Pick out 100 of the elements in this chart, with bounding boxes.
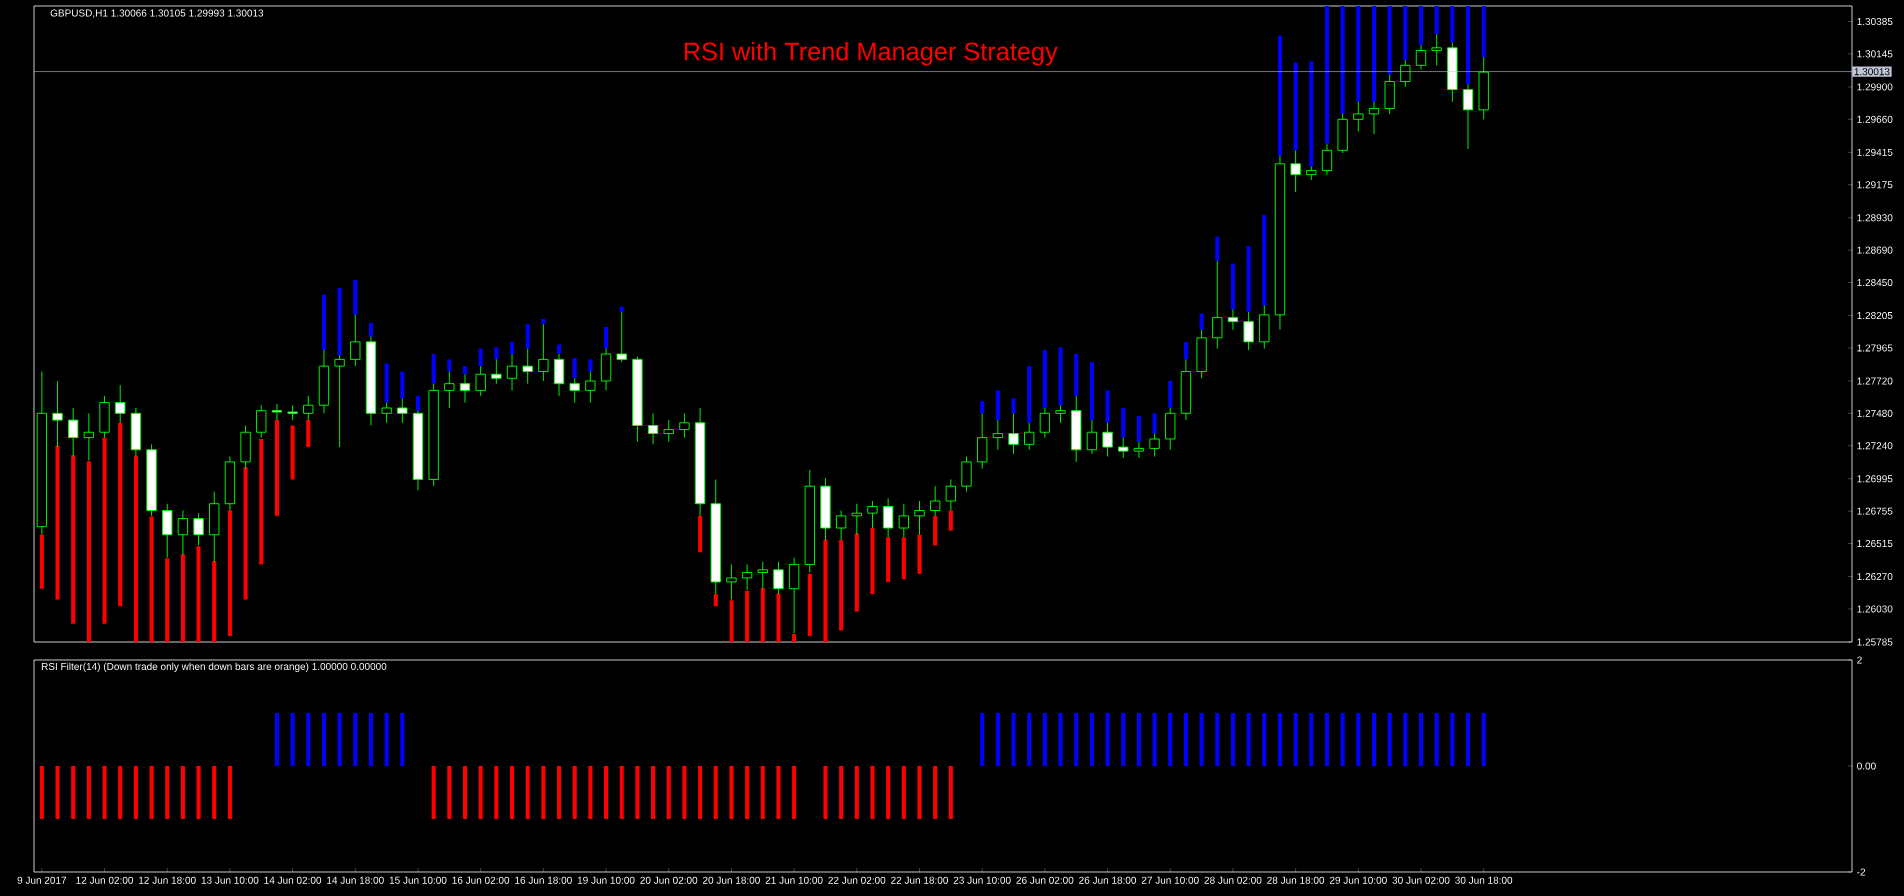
bar	[1356, 6, 1361, 102]
bar	[1262, 215, 1267, 306]
candlestick	[867, 500, 878, 529]
bar	[525, 324, 530, 349]
ref-line-label: 1.30013	[1854, 68, 1890, 76]
x-tick-label: 27 Jun 10:00	[1141, 876, 1199, 884]
x-tick-label: 23 Jun 10:00	[953, 876, 1011, 884]
bar	[478, 348, 483, 367]
candlestick	[898, 503, 909, 538]
candlestick	[726, 563, 737, 600]
bar	[839, 540, 844, 631]
bar	[86, 461, 91, 642]
bar	[212, 561, 217, 642]
bar	[133, 455, 138, 642]
y-tick-label: 1.27480	[1857, 409, 1893, 417]
bar	[948, 510, 953, 531]
x-tick-label: 28 Jun 02:00	[1204, 876, 1262, 884]
bar	[1074, 354, 1079, 396]
annotation: GBPUSD,H1 1.30066 1.30105 1.29993 1.30013	[50, 9, 264, 18]
bar	[807, 573, 812, 636]
candlestick	[256, 404, 267, 439]
bar	[980, 401, 985, 414]
bar	[870, 528, 875, 595]
chart-title: RSI Filter(14) (Down trade only when down bars are orange) 1.00000 0.00000	[41, 662, 387, 672]
bar	[55, 445, 60, 600]
x-tick-label: 28 Jun 18:00	[1267, 876, 1325, 884]
bar	[509, 341, 515, 354]
bar	[1230, 263, 1235, 310]
bar	[1168, 380, 1173, 408]
bar	[1215, 236, 1220, 261]
candlestick	[193, 512, 204, 547]
x-tick-label: 14 Jun 02:00	[264, 876, 322, 884]
x-tick-label: 12 Jun 18:00	[139, 876, 196, 884]
bar	[384, 363, 389, 403]
candlestick	[68, 407, 79, 457]
candlestick	[585, 371, 596, 404]
bar	[1136, 416, 1141, 442]
bar	[1089, 362, 1094, 421]
bar	[588, 359, 593, 372]
x-tick-label: 16 Jun 02:00	[452, 876, 510, 884]
bar	[321, 294, 326, 350]
y-tick-label: 0.00	[1857, 762, 1876, 770]
candlestick	[115, 384, 126, 424]
bar	[1042, 349, 1047, 408]
candlestick	[647, 412, 659, 445]
x-tick-label: 21 Jun 10:00	[765, 876, 823, 884]
bar	[541, 318, 546, 325]
candlestick	[1353, 101, 1364, 132]
bar	[1466, 6, 1471, 85]
y-tick-label: 1.25785	[1857, 638, 1893, 646]
bar	[1121, 407, 1126, 438]
bar	[792, 633, 797, 642]
bar	[745, 590, 750, 642]
candlestick	[1039, 407, 1051, 439]
candlestick	[381, 402, 392, 424]
y-tick-label: 1.28690	[1857, 246, 1893, 254]
x-tick-label: 16 Jun 18:00	[515, 876, 572, 884]
bar	[400, 371, 405, 399]
bar	[102, 437, 107, 624]
bar	[933, 515, 938, 546]
bar	[854, 533, 859, 612]
y-tick-label: 1.26755	[1857, 507, 1893, 515]
y-tick-label: 1.28205	[1857, 312, 1893, 320]
bar	[572, 358, 577, 379]
y-tick-label: 1.29660	[1857, 115, 1893, 123]
y-tick-label: 1.29900	[1857, 83, 1893, 91]
bar	[557, 344, 562, 354]
candlestick	[945, 478, 957, 511]
x-tick-label: 30 Jun 02:00	[1392, 876, 1450, 884]
bar	[180, 554, 185, 642]
candlestick	[271, 403, 283, 421]
y-tick-label: 1.26270	[1857, 573, 1893, 581]
y-tick-label: 1.30145	[1857, 50, 1893, 58]
y-tick-label: 1.26030	[1857, 605, 1893, 613]
candlestick	[397, 398, 408, 424]
x-tick-label: 22 Jun 02:00	[828, 876, 886, 884]
bar	[1403, 6, 1408, 60]
bar	[1027, 366, 1032, 423]
x-tick-label: 30 Jun 18:00	[1455, 876, 1513, 884]
candlestick	[679, 412, 690, 439]
y-tick-label: 1.27720	[1857, 377, 1893, 385]
bar	[995, 390, 1000, 421]
y-tick-label: 1.26515	[1857, 539, 1893, 548]
bar	[71, 455, 76, 624]
bar	[1183, 341, 1188, 360]
x-tick-label: 29 Jun 10:00	[1329, 876, 1387, 884]
x-tick-label: 26 Jun 02:00	[1016, 876, 1074, 884]
text: RSI with Trend Manager Strategy	[684, 41, 1058, 66]
x-tick-label: 9 Jun 2017	[17, 876, 67, 884]
bar	[1309, 61, 1314, 167]
candlestick	[1212, 260, 1223, 350]
candlestick	[350, 314, 361, 367]
bar	[604, 327, 609, 349]
y-tick-label: 1.29175	[1857, 181, 1893, 189]
bar	[165, 558, 170, 642]
y-tick-label: 1.28450	[1857, 278, 1893, 287]
bar	[901, 537, 906, 580]
candlestick	[1227, 309, 1239, 331]
x-tick-label: 20 Jun 18:00	[703, 876, 760, 884]
bar	[1058, 347, 1063, 406]
